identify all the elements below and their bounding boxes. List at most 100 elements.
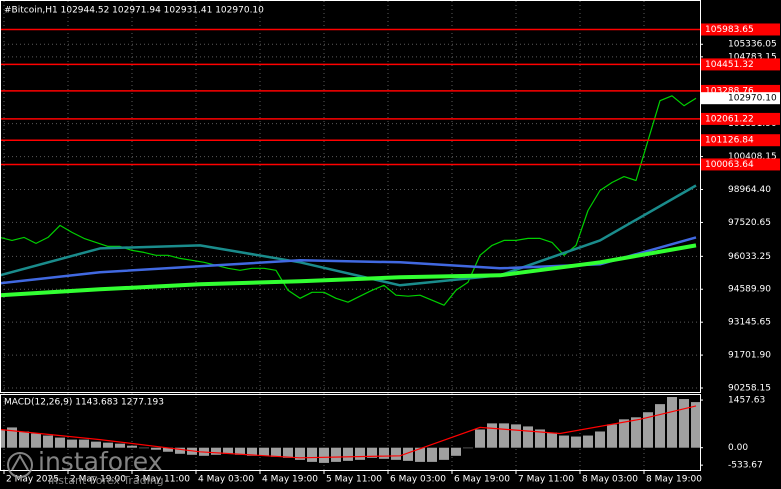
- macd-bar: [415, 447, 425, 462]
- macd-bar: [211, 447, 221, 455]
- macd-bar: [91, 441, 101, 448]
- macd-bar: [463, 447, 473, 449]
- macd-bar: [595, 431, 605, 448]
- macd-bar: [499, 423, 509, 448]
- watermark-icon-mark: [11, 453, 29, 471]
- macd-bar: [31, 433, 41, 448]
- macd-bar: [79, 439, 89, 448]
- watermark-icon: [7, 452, 33, 478]
- y-tick-label: 97520.65: [728, 218, 771, 228]
- macd-bar: [235, 447, 245, 455]
- y-tick-label: 91701.90: [728, 351, 771, 361]
- macd-bar: [583, 435, 593, 448]
- macd-bar: [451, 447, 461, 456]
- level-label-box: [701, 158, 780, 171]
- macd-bar: [175, 447, 185, 454]
- macd-bar: [403, 447, 413, 461]
- macd-bar: [379, 447, 389, 459]
- x-tick-label: 5 May 11:00: [326, 475, 382, 485]
- macd-bar: [139, 447, 149, 449]
- macd-bar: [55, 437, 65, 448]
- macd-bar: [331, 447, 341, 462]
- x-tick-label: 6 May 03:00: [390, 475, 446, 485]
- macd-bar: [7, 427, 17, 448]
- macd-bar: [355, 447, 365, 460]
- macd-bar: [295, 447, 305, 460]
- level-label: 104451.32: [705, 60, 754, 70]
- macd-bar: [559, 435, 569, 448]
- macd-bar: [67, 439, 77, 448]
- macd-bar: [631, 417, 641, 448]
- watermark: instaforex Instant Forex Trading: [7, 447, 164, 487]
- x-tick-label: 6 May 19:00: [454, 475, 510, 485]
- y-tick-label: 100408.15: [728, 152, 777, 162]
- level-label: 105983.65: [705, 25, 754, 35]
- macd-bar: [475, 429, 485, 448]
- macd-bar: [691, 402, 701, 448]
- macd-bar: [127, 445, 137, 448]
- macd-bar: [19, 431, 29, 448]
- macd-bar: [151, 447, 161, 450]
- macd-bar: [667, 397, 677, 448]
- macd-bar: [427, 447, 437, 462]
- y-tick-label: 1457.63: [728, 396, 765, 406]
- macd-bar: [367, 447, 377, 458]
- main-frame: [0, 0, 701, 393]
- x-tick-label: 3 May 11:00: [134, 475, 190, 485]
- macd-bar: [607, 424, 617, 448]
- macd-bar: [571, 436, 581, 448]
- macd-bar: [0, 429, 5, 448]
- macd-frame: [0, 394, 701, 471]
- macd-bar: [535, 429, 545, 448]
- macd-bar: [643, 412, 653, 448]
- macd-bar: [391, 447, 401, 460]
- y-tick-label: 104783.15: [728, 52, 777, 62]
- level-label: 103288.76: [705, 86, 754, 96]
- price-line: [0, 95, 697, 306]
- macd-bar: [439, 447, 449, 460]
- macd-bar: [487, 423, 497, 448]
- x-tick-label: 8 May 19:00: [646, 475, 702, 485]
- level-label: 102061.22: [705, 114, 754, 124]
- macd-bar: [259, 447, 269, 456]
- signal-line: [0, 405, 697, 459]
- y-tick-label: 105336.05: [728, 40, 777, 50]
- level-label-box: [701, 134, 780, 147]
- x-tick-label: 7 May 11:00: [518, 475, 574, 485]
- current-price-box: [701, 92, 780, 105]
- macd-bar: [271, 447, 281, 457]
- macd-bar: [163, 447, 173, 452]
- watermark-tagline: Instant Forex Trading: [48, 474, 164, 487]
- macd-bar: [319, 447, 329, 463]
- x-tick-label: 2 May 2025: [6, 475, 59, 485]
- macd-bar: [115, 443, 125, 448]
- x-tick-label: 4 May 03:00: [198, 475, 254, 485]
- macd-bar: [307, 447, 317, 462]
- y-tick-label: -533.67: [728, 461, 763, 471]
- level-label-box: [701, 112, 780, 125]
- moving-average: [0, 243, 697, 298]
- moving-average: [0, 184, 697, 287]
- x-tick-label: 4 May 19:00: [262, 475, 318, 485]
- level-label-box: [701, 23, 780, 36]
- current-price-label: 102970.10: [728, 94, 777, 104]
- chart-title: #Bitcoin,H1 102944.52 102971.94 102931.4…: [4, 6, 264, 16]
- macd-bar: [619, 419, 629, 448]
- y-tick-label: 0.00: [728, 443, 748, 453]
- macd-bar: [547, 432, 557, 448]
- macd-bar: [103, 442, 113, 448]
- level-label: 100063.64: [705, 160, 754, 170]
- macd-bar: [511, 424, 521, 448]
- y-tick-label: 96033.25: [728, 252, 771, 262]
- y-tick-label: 93145.65: [728, 318, 771, 328]
- macd-bar: [247, 447, 257, 456]
- macd-bar: [679, 399, 689, 448]
- macd-bar: [223, 447, 233, 454]
- macd-bar: [523, 426, 533, 448]
- macd-bar: [43, 435, 53, 448]
- y-tick-label: 98964.40: [728, 185, 771, 195]
